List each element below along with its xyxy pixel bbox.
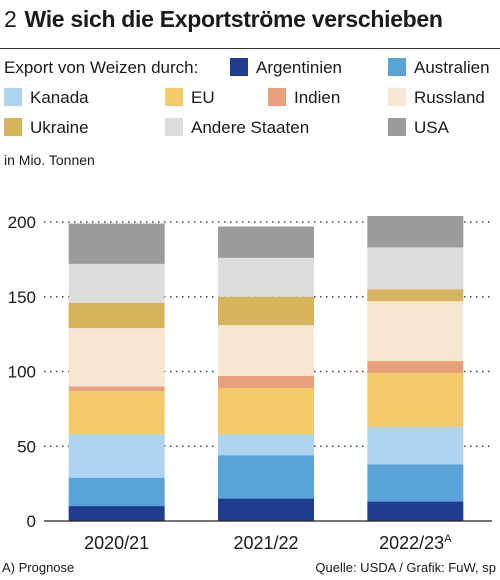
bar-segment-eu-2 [367, 372, 464, 427]
x-tick-label-2: 2022/23A [379, 533, 452, 553]
bar-segment-indien-1 [218, 375, 314, 388]
bar-segment-ukraine-1 [218, 296, 314, 326]
legend-row-3: Ukraine Andere Staaten USA [0, 114, 500, 142]
legend-label-usa: USA [414, 118, 449, 137]
legend-item-russland: Russland [388, 88, 485, 108]
legend-swatch-indien [268, 88, 286, 106]
bar-segment-usa-0 [68, 223, 165, 264]
source-credit: Quelle: USDA / Grafik: FuW, sp [315, 560, 496, 575]
bar-segment-eu-0 [68, 390, 165, 435]
legend-item-ukraine: Ukraine [4, 118, 89, 138]
y-tick-label-150: 150 [8, 288, 36, 307]
x-tick-label-1: 2021/22 [233, 533, 298, 553]
chart-title: 2 Wie sich die Exportströme verschieben [4, 6, 443, 33]
x-tick-label-0: 2020/21 [84, 533, 149, 553]
legend-label-andere-staaten: Andere Staaten [191, 118, 310, 137]
legend-swatch-ukraine [4, 118, 22, 136]
y-tick-label-200: 200 [8, 213, 36, 232]
bar-segment-ukraine-0 [68, 302, 165, 329]
legend-item-argentinien: Argentinien [230, 58, 342, 78]
legend-swatch-usa [388, 118, 406, 136]
bar-segment-andere-staaten-1 [218, 257, 314, 297]
y-tick-label-0: 0 [27, 512, 36, 531]
legend-row-2: Kanada EU Indien Russland [0, 84, 500, 112]
legend-label-indien: Indien [294, 88, 341, 107]
legend-label-eu: EU [191, 88, 215, 107]
chart-number: 2 [4, 6, 17, 32]
legend-label-argentinien: Argentinien [256, 58, 343, 77]
legend-item-andere-staaten: Andere Staaten [165, 118, 309, 138]
bar-segment-usa-1 [218, 226, 314, 258]
bar-segment-argentinien-2 [367, 501, 464, 521]
bar-segment-indien-2 [367, 361, 464, 373]
bar-segment-australien-0 [68, 477, 165, 507]
bar-segment-kanada-0 [68, 434, 165, 478]
legend-item-usa: USA [388, 118, 449, 138]
legend-label-kanada: Kanada [30, 88, 89, 107]
legend-swatch-eu [165, 88, 183, 106]
legend-item-indien: Indien [268, 88, 340, 108]
legend-item-australien: Australien [388, 58, 490, 78]
title-rule [0, 48, 500, 49]
bar-segment-australien-1 [218, 455, 314, 499]
chart-title-text: Wie sich die Exportströme verschieben [24, 6, 443, 32]
bar-segment-argentinien-1 [218, 498, 314, 521]
y-tick-label-50: 50 [17, 437, 36, 456]
bar-segment-andere-staaten-0 [68, 263, 165, 303]
bar-segment-russland-2 [367, 301, 464, 362]
bar-segment-russland-1 [218, 325, 314, 376]
bar-segment-kanada-2 [367, 426, 464, 465]
legend-label-ukraine: Ukraine [30, 118, 89, 137]
bar-segment-australien-2 [367, 464, 464, 502]
legend-lead: Export von Weizen durch: [4, 58, 199, 77]
y-tick-label-100: 100 [8, 363, 36, 382]
bar-segment-ukraine-2 [367, 289, 464, 302]
legend-swatch-russland [388, 88, 406, 106]
legend-swatch-kanada [4, 88, 22, 106]
footnote: A) Prognose [2, 560, 75, 575]
bar-segment-usa-2 [367, 216, 464, 248]
unit-label: in Mio. Tonnen [4, 152, 95, 168]
legend-swatch-australien [388, 58, 406, 76]
legend-row-1: Export von Weizen durch: Argentinien Aus… [0, 54, 500, 82]
bar-segment-andere-staaten-2 [367, 247, 464, 290]
bar-segment-argentinien-0 [68, 506, 165, 521]
legend-swatch-argentinien [230, 58, 248, 76]
legend-swatch-andere-staaten [165, 118, 183, 136]
bar-segment-kanada-1 [218, 434, 314, 456]
bar-segment-russland-0 [68, 328, 165, 387]
legend-label-russland: Russland [414, 88, 485, 107]
legend-item-kanada: Kanada [4, 88, 89, 108]
bar-segment-eu-1 [218, 387, 314, 435]
legend-item-eu: EU [165, 88, 215, 108]
bar-segment-indien-0 [68, 386, 165, 391]
legend-label-australien: Australien [414, 58, 490, 77]
